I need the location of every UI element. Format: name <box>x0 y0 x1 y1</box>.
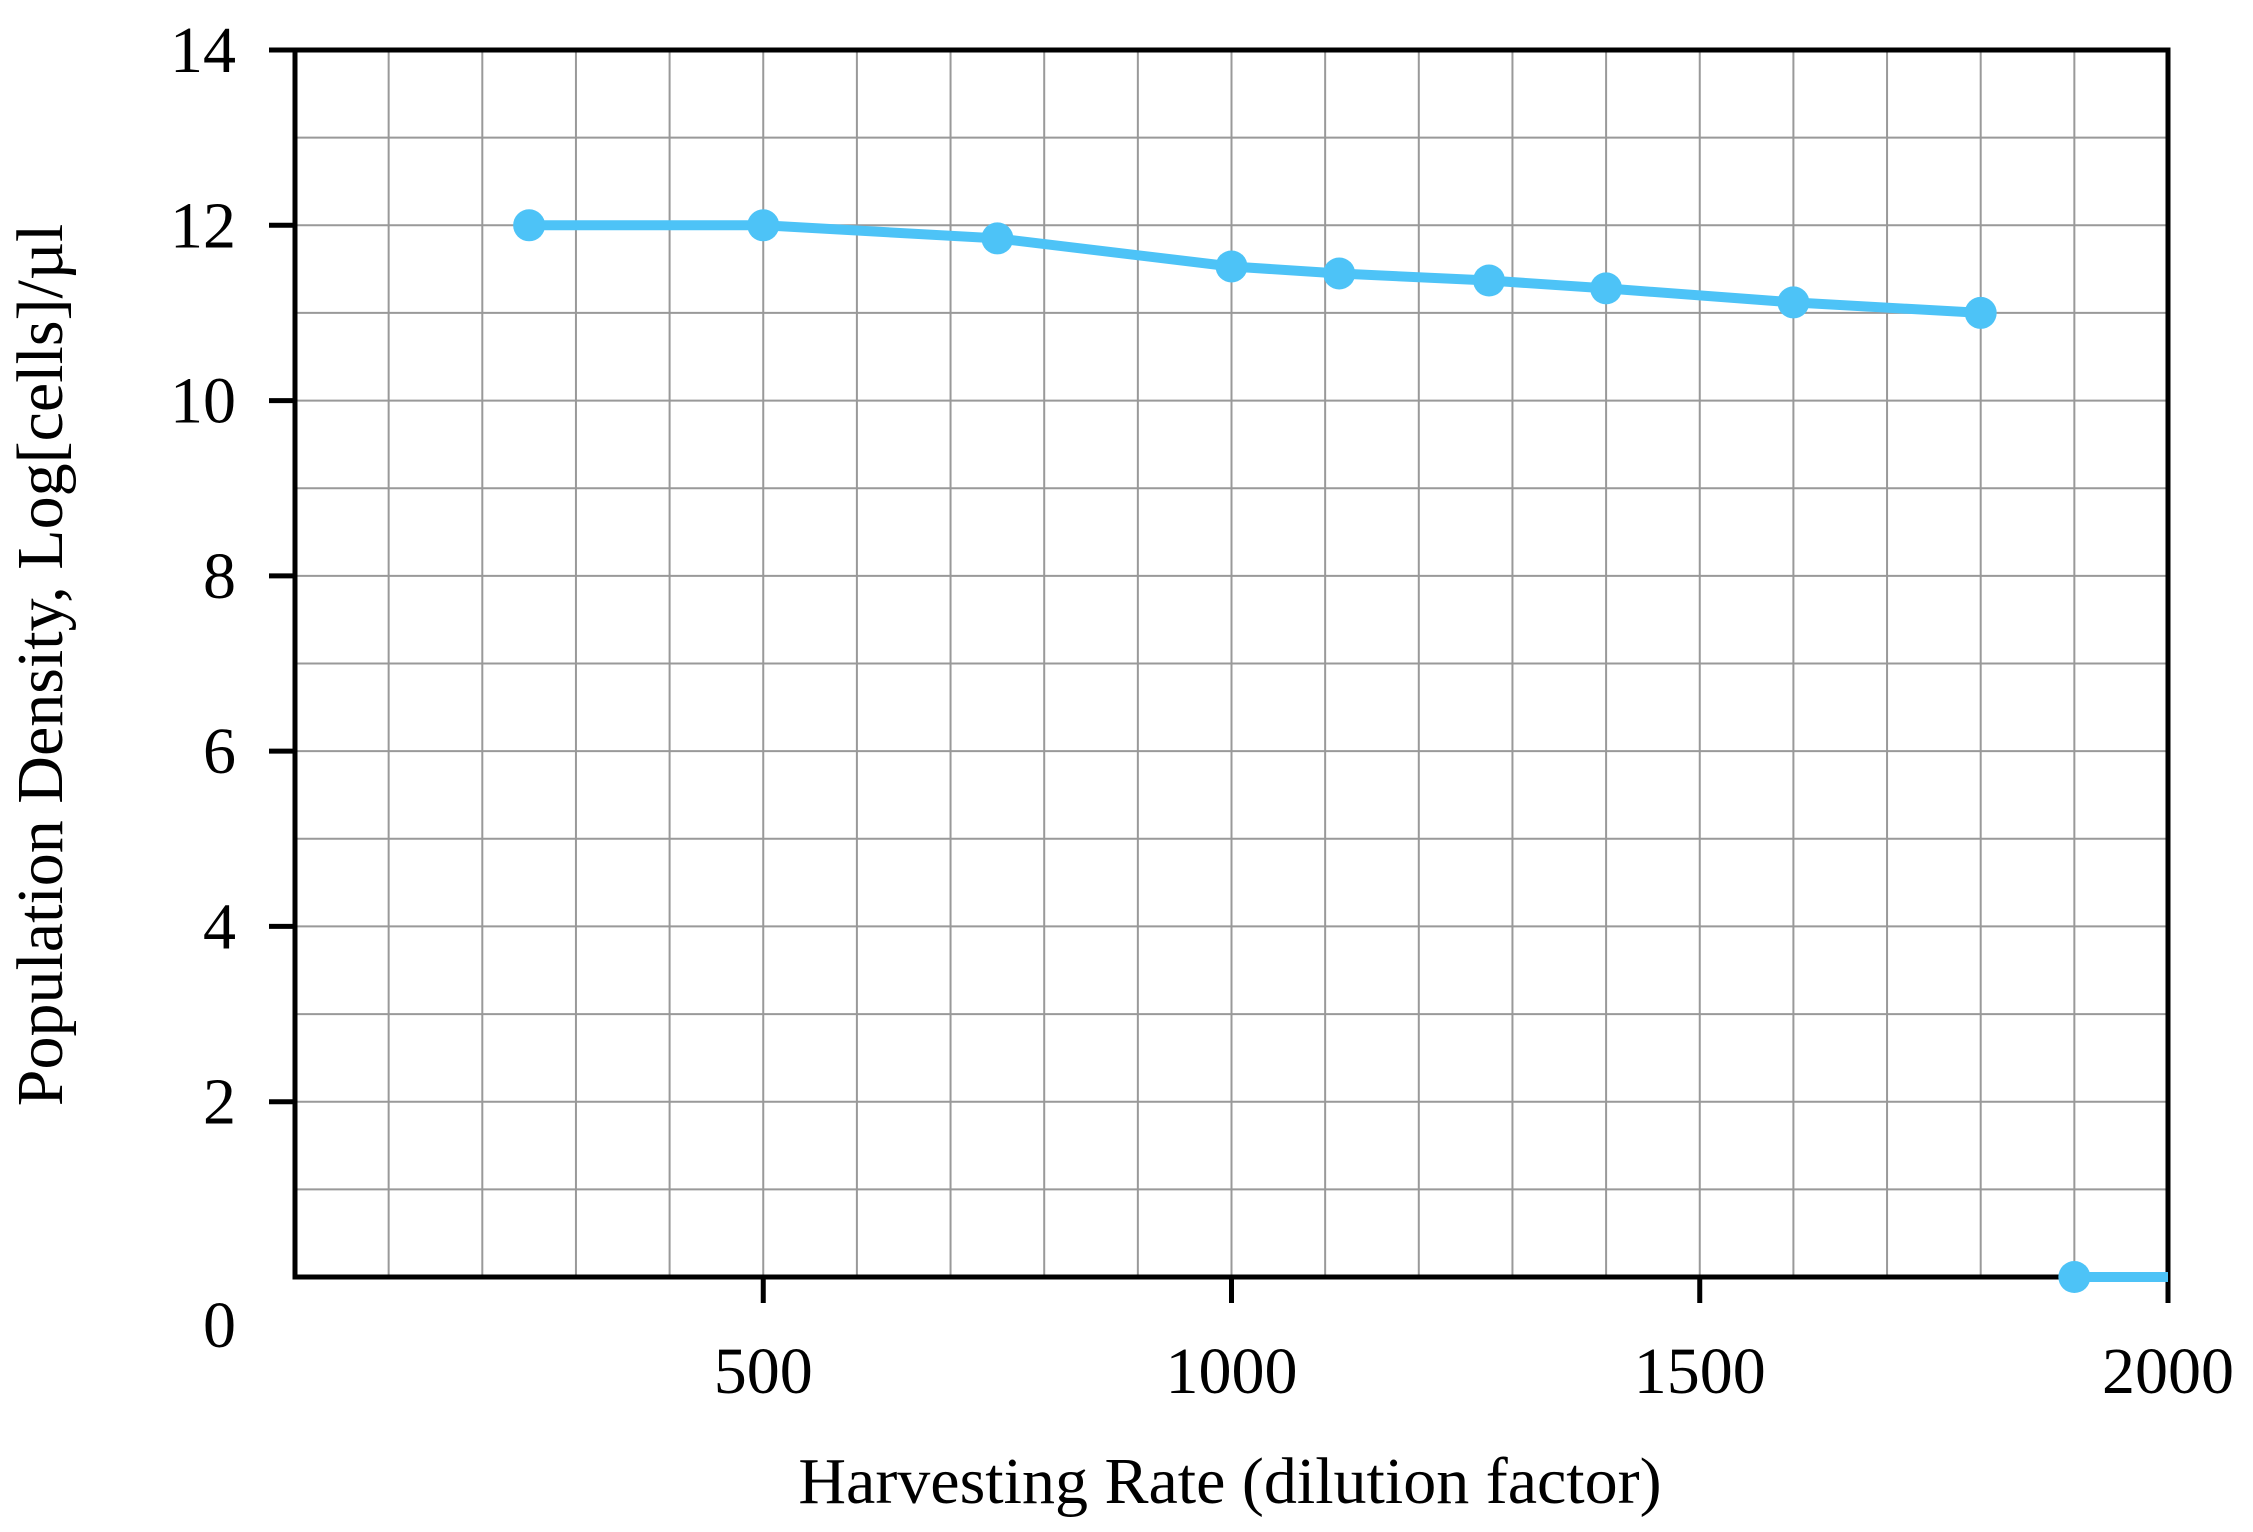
y-tick-label: 10 <box>170 365 236 438</box>
ticks <box>269 47 2171 1303</box>
data-point <box>1323 257 1356 290</box>
y-axis-label: Population Density, Log[cells]/µl <box>4 224 77 1106</box>
series <box>513 209 2168 1293</box>
y-tick-label: 4 <box>203 890 236 963</box>
data-point <box>513 209 546 242</box>
y-tick-label: 0 <box>203 1289 236 1362</box>
y-tick-label: 8 <box>203 540 236 613</box>
grid <box>295 50 2168 1277</box>
tick-labels: 0 2 4 6 8 10 12 14 500 1000 1500 2000 <box>170 14 2234 1408</box>
data-point <box>1964 296 1997 329</box>
data-point <box>747 209 780 242</box>
y-tick-label: 14 <box>170 14 236 87</box>
data-point <box>2058 1261 2091 1293</box>
data-point <box>1215 250 1248 283</box>
y-tick-label: 6 <box>203 715 236 788</box>
x-tick-label: 1500 <box>1634 1335 1766 1408</box>
y-tick-label: 2 <box>203 1066 236 1139</box>
data-point <box>1590 272 1623 305</box>
data-point <box>1473 264 1506 297</box>
data-point <box>1777 286 1810 319</box>
data-point <box>981 222 1014 255</box>
x-axis-label: Harvesting Rate (dilution factor) <box>798 1445 1661 1518</box>
y-tick-label: 12 <box>170 189 236 262</box>
x-tick-label: 2000 <box>2102 1335 2234 1408</box>
x-tick-label: 500 <box>714 1335 813 1408</box>
series-line <box>529 220 1981 318</box>
x-tick-label: 1000 <box>1166 1335 1298 1408</box>
